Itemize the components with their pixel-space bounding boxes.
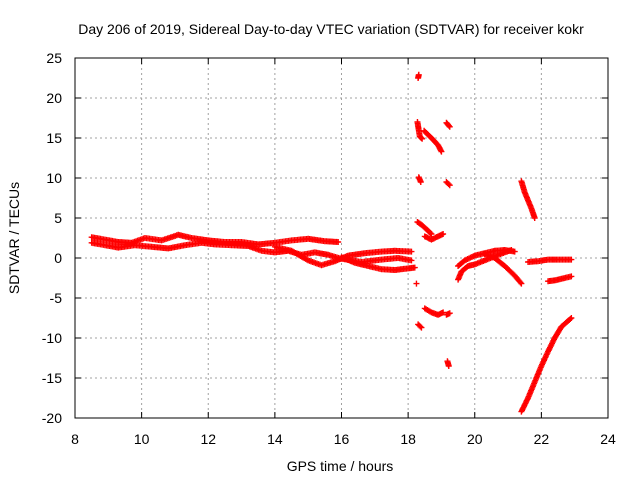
data-point-band-b	[408, 257, 415, 264]
x-tick-label: 18	[400, 431, 416, 447]
x-tick-label: 8	[71, 431, 79, 447]
y-axis-title: SDTVAR / TECUs	[6, 182, 22, 294]
data-point-g-19-a	[446, 123, 453, 130]
data-point-g-18-a	[415, 71, 422, 78]
data-point-band-c	[303, 256, 310, 263]
y-tick-label: -5	[50, 290, 63, 306]
data-point-g-21-a	[531, 215, 538, 221]
data-point-g-18-h	[417, 323, 424, 330]
x-axis-title: GPS time / hours	[287, 458, 394, 474]
data-point-band-d	[411, 264, 418, 271]
data-point-g-18-b	[419, 135, 426, 142]
data-point-g-21-b	[568, 315, 575, 321]
data-point-g-18-g	[413, 280, 420, 287]
data-point-g-19-d	[445, 363, 452, 369]
chart-title: Day 206 of 2019, Sidereal Day-to-day VTE…	[78, 21, 584, 37]
x-tick-label: 10	[134, 431, 150, 447]
data-point-g-18-d	[417, 179, 424, 185]
y-tick-label: -15	[42, 370, 62, 386]
x-tick-labels: 8 10 12 14 16 18 20 22 24	[71, 431, 616, 447]
data-point-band-h	[568, 256, 575, 263]
plot-frame	[74, 57, 609, 419]
data-point-g-19-a	[445, 122, 452, 129]
y-tick-label: 10	[46, 170, 62, 186]
x-tick-label: 12	[200, 431, 216, 447]
data-point-band-f	[511, 248, 518, 255]
y-tick-label: 5	[54, 210, 62, 226]
y-tick-label: 15	[46, 130, 62, 146]
data-point-band-c	[408, 248, 415, 255]
data-point-band-a	[335, 239, 342, 245]
x-tick-label: 16	[334, 431, 350, 447]
data-point-g-18-e	[428, 231, 435, 237]
y-tick-label: 20	[46, 90, 62, 106]
data-point-g-19-c	[446, 310, 453, 317]
y-tick-label: -20	[42, 410, 62, 426]
data-point-band-g	[517, 279, 524, 286]
x-tick-label: 20	[467, 431, 483, 447]
data-point-g-19-b	[445, 181, 452, 188]
data-point-g-18-c	[438, 148, 445, 155]
data-point-g-18-f	[440, 231, 447, 237]
y-tick-labels: 25 20 15 10 5 0 -5 -10 -15 -20	[42, 50, 62, 426]
data-point-band-g	[518, 280, 525, 287]
data-point-g-18-e	[427, 230, 434, 237]
y-tick-label: -10	[42, 330, 62, 346]
data-point-band-i	[568, 273, 575, 280]
data-points	[88, 71, 575, 415]
x-tick-label: 24	[600, 431, 616, 447]
x-tick-label: 22	[534, 431, 550, 447]
data-point-g-18-h	[418, 324, 425, 331]
data-point-g-21-b	[567, 315, 574, 322]
y-tick-label: 0	[54, 250, 62, 266]
data-point-g-19-b	[446, 182, 453, 189]
data-point-g-18-i	[440, 309, 447, 316]
x-tick-label: 14	[267, 431, 283, 447]
data-point-g-18-b	[418, 135, 425, 141]
y-tick-label: 25	[46, 50, 62, 66]
